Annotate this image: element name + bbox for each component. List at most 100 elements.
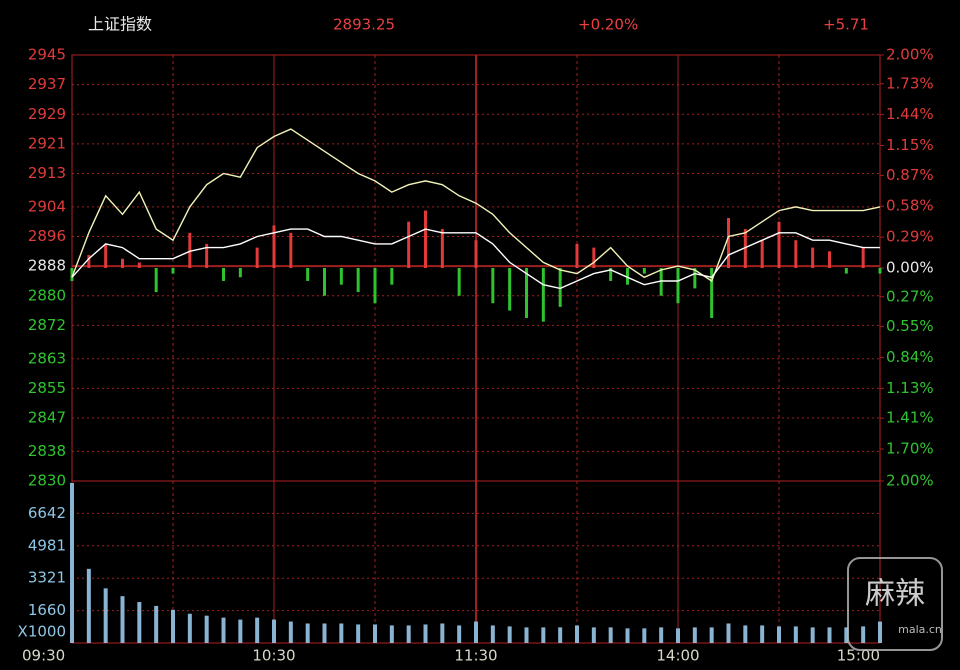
y2-tick-label: 1.13% [886, 379, 934, 397]
volume-bar [810, 627, 815, 643]
volume-bar [457, 625, 462, 643]
price-line [71, 228, 880, 290]
breadth-bar [861, 247, 865, 268]
breadth-bar [373, 268, 377, 304]
breadth-bar [828, 251, 831, 268]
volume-bar [642, 628, 647, 643]
breadth-bar [491, 268, 495, 304]
volume-bar [676, 628, 680, 643]
last-price: 2893.25 [333, 16, 395, 34]
volume-bar [423, 624, 428, 643]
volume-bar [827, 627, 832, 643]
volume-bar [541, 627, 546, 643]
volume-tick-label: 1660 [28, 601, 66, 619]
breadth-bar [693, 268, 697, 289]
breadth-bar [609, 268, 613, 281]
volume-bar [440, 623, 445, 643]
y2-tick-label: 2.00% [886, 472, 934, 490]
y2-tick-label: 1.73% [886, 74, 934, 92]
volume-bar [389, 625, 394, 643]
volume-bar [272, 619, 276, 643]
breadth-bar [188, 232, 192, 268]
y2-tick-label: 0.29% [886, 228, 934, 246]
breadth-bar [558, 268, 562, 307]
watermark-site: mala.cn [898, 623, 942, 636]
volume-bar [726, 623, 731, 643]
volume-bar [322, 623, 327, 643]
breadth-bar [676, 268, 680, 304]
volume-bar [608, 627, 613, 643]
y-tick-label: 2855 [28, 379, 66, 397]
index-name: 上证指数 [88, 15, 152, 34]
y2-tick-label: 1.41% [886, 409, 934, 427]
breadth-bar [811, 247, 815, 268]
y-tick-label: 2904 [28, 197, 66, 215]
breadth-bar [137, 262, 141, 268]
breadth-bar [659, 268, 663, 296]
y-tick-label: 2929 [28, 105, 66, 123]
breadth-bar [575, 243, 579, 268]
volume-bar [558, 627, 563, 643]
y2-tick-label: 0.87% [886, 166, 934, 184]
volume-bar [844, 627, 849, 643]
volume-bar [120, 596, 125, 643]
volume-tick-label: 6642 [28, 504, 66, 522]
volume-bar [406, 625, 411, 643]
breadth-bar [70, 268, 74, 281]
breadth-bar [104, 243, 108, 268]
volume-bar [743, 625, 748, 643]
y2-tick-label: 1.15% [886, 136, 934, 154]
y-tick-label: 2937 [28, 75, 66, 93]
volume-bar [575, 625, 579, 643]
volume-bar [490, 625, 495, 643]
volume-bar [187, 613, 192, 643]
x-tick-label: 10:30 [252, 647, 295, 665]
volume-bar [255, 617, 260, 643]
volume-bar [692, 627, 697, 643]
y2-tick-label: 2.00% [886, 46, 934, 64]
breadth-bar [457, 268, 461, 296]
y2-tick-label: 1.44% [886, 105, 934, 123]
breadth-bar [255, 247, 259, 268]
volume-bar [373, 624, 377, 643]
volume-bar [171, 609, 175, 643]
volume-bar [221, 617, 226, 643]
volume-bar [777, 626, 781, 643]
breadth-bar [743, 229, 747, 268]
watermark-frame [847, 557, 943, 651]
volume-bar [878, 621, 882, 643]
y-tick-label: 2921 [28, 134, 66, 152]
volume-bar [507, 626, 512, 643]
volume-bar [154, 605, 159, 643]
volume-bar [793, 626, 798, 643]
breadth-bar [710, 268, 714, 319]
y-tick-label: 2945 [28, 46, 66, 64]
breadth-bar [592, 247, 596, 268]
volume-bar [305, 623, 310, 643]
volume-bar [625, 628, 630, 643]
breadth-bar [474, 240, 478, 268]
volume-bar [103, 588, 108, 643]
y-tick-label: 2913 [28, 164, 66, 182]
x-tick-label: 11:30 [454, 647, 497, 665]
y-tick-label: 2896 [28, 227, 66, 245]
breadth-bar [541, 268, 545, 322]
volume-bar [70, 482, 74, 643]
y2-tick-label: 0.58% [886, 197, 934, 215]
volume-bar [204, 615, 209, 643]
volume-bar [86, 568, 91, 643]
breadth-bar [525, 268, 528, 319]
price-line [71, 128, 881, 283]
volume-bar [591, 627, 596, 643]
y-tick-label: 2880 [28, 286, 66, 304]
volume-bar [339, 623, 344, 643]
volume-bar [709, 627, 714, 643]
x-tick-label: 14:00 [656, 647, 699, 665]
volume-unit: X1000 [18, 623, 66, 641]
breadth-bar [440, 229, 444, 268]
change: +5.71 [823, 16, 869, 34]
volume-bar [356, 624, 361, 643]
breadth-bar [121, 258, 124, 268]
